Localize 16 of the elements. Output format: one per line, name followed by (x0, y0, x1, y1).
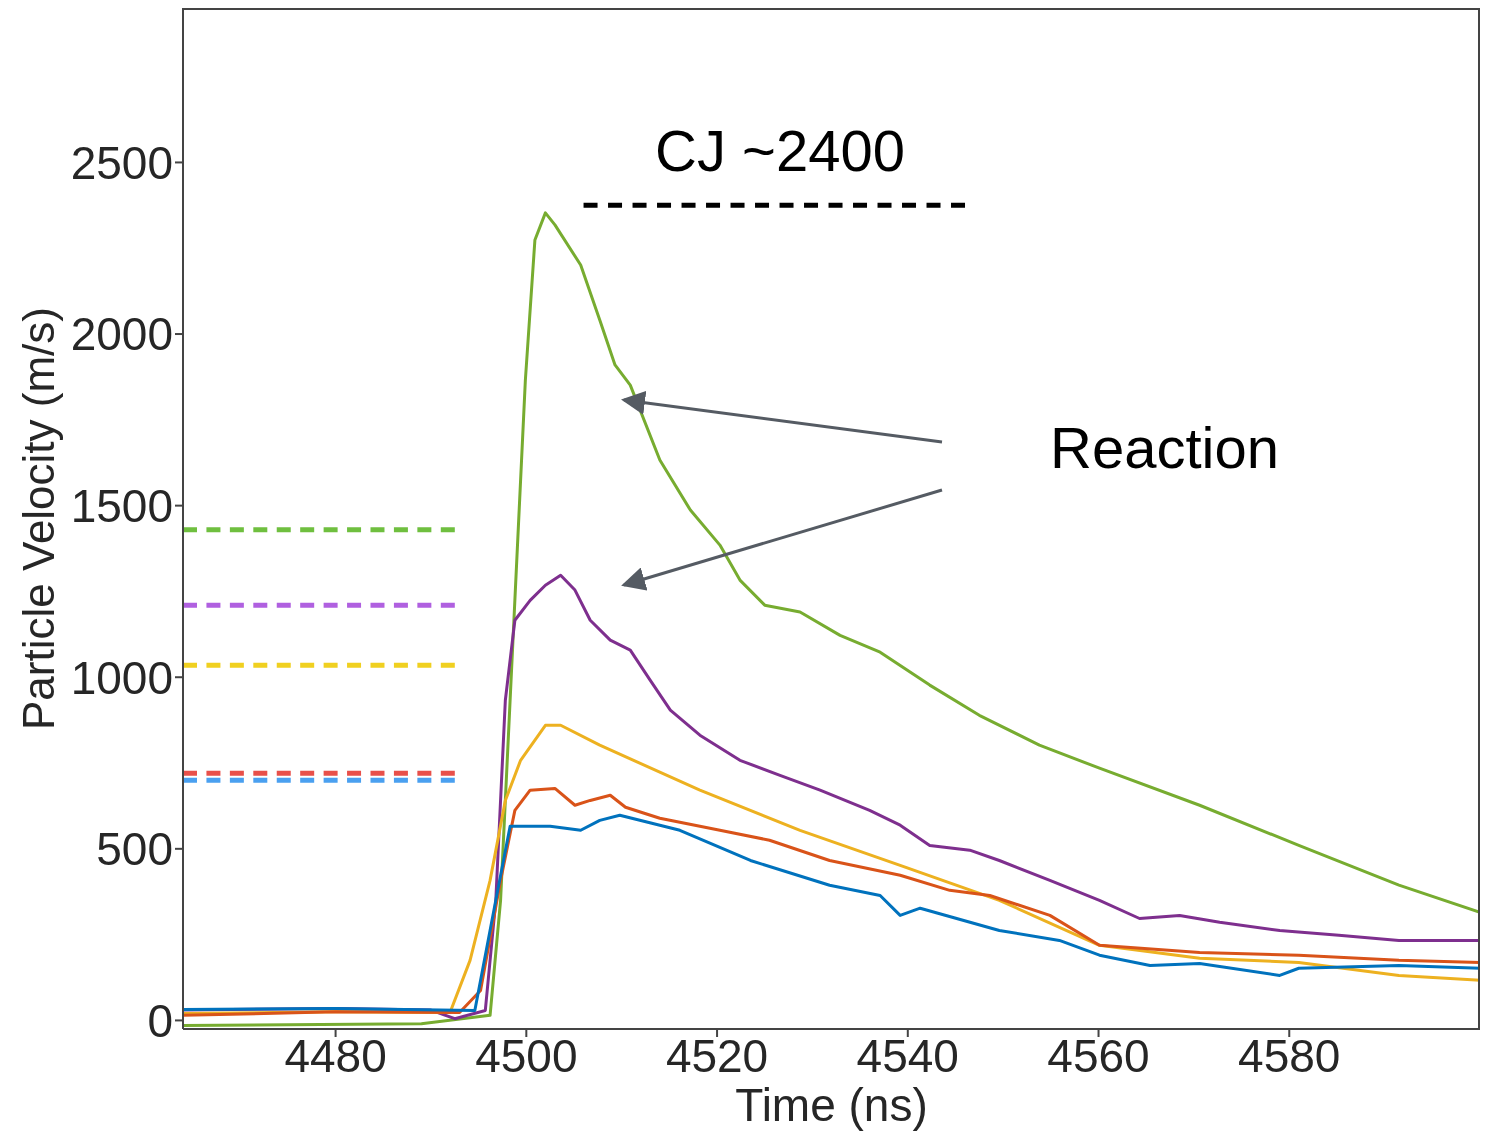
x-tick-label: 4480 (284, 1029, 387, 1082)
x-tick-label: 4500 (475, 1029, 578, 1082)
y-tick-label: 1000 (70, 651, 173, 704)
y-tick-label: 2000 (70, 308, 173, 361)
x-tick-label: 4580 (1238, 1029, 1341, 1082)
annotation: CJ ~2400 (655, 116, 905, 184)
x-tick-label: 4560 (1047, 1029, 1150, 1082)
x-axis-title: Time (ns) (735, 1079, 928, 1131)
y-tick-label: 500 (96, 823, 173, 876)
y-axis-title: Particle Velocity (m/s) (13, 307, 63, 730)
x-tick-label: 4520 (665, 1029, 769, 1082)
y-tick-label: 0 (147, 994, 173, 1047)
y-tick-label: 1500 (70, 479, 173, 532)
annotation: Reaction (1050, 413, 1279, 481)
y-tick-label: 2500 (70, 136, 173, 189)
x-tick-label: 4540 (856, 1029, 959, 1082)
